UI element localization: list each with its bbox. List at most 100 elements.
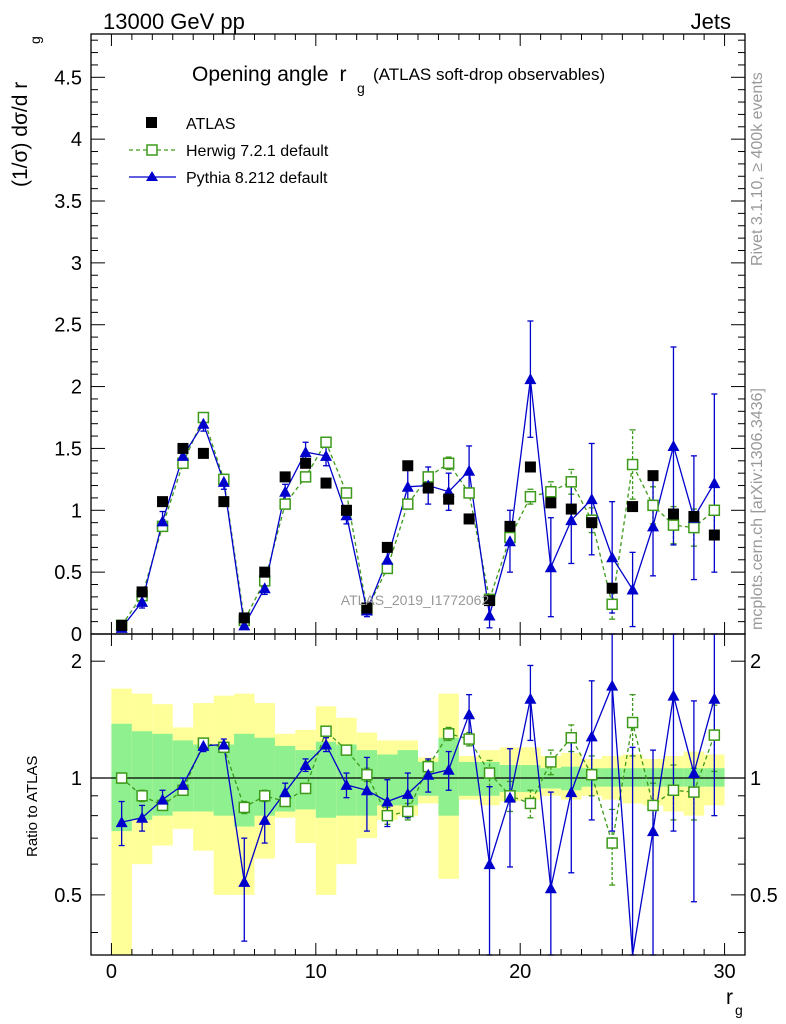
ratio-herwig-point [320, 725, 332, 737]
x-tick-label: 0 [106, 961, 117, 983]
ratio-pythia-point [197, 739, 210, 751]
ratio-pythia-point [340, 778, 353, 790]
herwig-point [606, 598, 618, 611]
ratio-pythia-point [667, 689, 680, 701]
y-tick-label: 1 [71, 500, 82, 522]
ratio-herwig-point [545, 756, 557, 768]
ratio-tick-label-left: 2 [71, 651, 82, 673]
pythia-point [647, 520, 660, 532]
pythia-point [544, 561, 557, 573]
ratio-pythia-point [463, 708, 476, 720]
ratio-panel: 0.5 0.5 1 1 2 2 [54, 633, 778, 956]
herwig-point [524, 490, 537, 503]
ratio-pythia-point [299, 759, 312, 771]
herwig-point [708, 504, 721, 517]
legend-marker-herwig [146, 144, 158, 156]
ratio-herwig-point [442, 728, 455, 740]
ratio-pythia-point [115, 816, 128, 828]
herwig-point [647, 499, 659, 512]
herwig-point [320, 436, 332, 448]
ratio-axis-title: Ratio to ATLAS [24, 756, 41, 857]
atlas-point [279, 471, 291, 483]
ratio-tick-label-right: 1 [750, 768, 761, 790]
ratio-pythia-point [217, 738, 230, 750]
ratio-pythia-point [176, 778, 189, 790]
ratio-herwig-point [258, 790, 271, 802]
mcplots-label: mcplots.cern.ch [arXiv:1306.3436] [749, 388, 766, 630]
svg-text:Opening angle r: Opening angle r [192, 63, 346, 86]
ratio-pythia-point [524, 692, 537, 704]
atlas-point [708, 529, 720, 541]
atlas-point [586, 517, 598, 529]
pythia-point [524, 373, 537, 385]
title-subscript: g [357, 80, 365, 96]
pythia-point [320, 449, 333, 461]
ratio-pythia-point [258, 813, 271, 825]
herwig-point [688, 521, 700, 534]
ratio-herwig-point [708, 729, 721, 741]
ratio-tick-label-right: 0.5 [750, 885, 778, 907]
ratio-pythia-point [544, 882, 557, 894]
pythia-point [401, 480, 414, 492]
y-tick-label: 4.5 [54, 67, 82, 89]
ratio-pythia-point [381, 795, 394, 807]
ratio-herwig-point [136, 790, 148, 802]
atlas-point [606, 582, 618, 594]
uncertainty-band-inner [172, 740, 194, 812]
atlas-point [177, 442, 189, 454]
pythia-line [121, 379, 715, 629]
ratio-herwig-point [565, 731, 578, 744]
rivet-label: Rivet 3.1.10, ≥ 400k events [749, 72, 766, 266]
legend-label-pythia: Pythia 8.212 default [186, 170, 328, 187]
atlas-point [259, 566, 271, 578]
pythia-point [483, 609, 496, 621]
atlas-point [688, 510, 700, 522]
y-axis-title: (1/σ) dσ/d r [9, 82, 32, 187]
legend-entry-herwig: Herwig 7.2.1 default [129, 143, 329, 160]
header-right-label: Jets [691, 9, 731, 34]
y-tick-label: 2.5 [54, 315, 82, 337]
uncertainty-band-inner [213, 744, 235, 816]
atlas-point [157, 496, 169, 508]
ratio-pythia-point [687, 767, 700, 779]
y-axis-label: (1/σ) dσ/d r g [9, 36, 43, 187]
legend-label-herwig: Herwig 7.2.1 default [186, 143, 329, 160]
ratio-pythia-point [585, 730, 598, 742]
pythia-point [176, 449, 189, 461]
y-tick-label: 1.5 [54, 438, 82, 460]
herwig-point [626, 458, 639, 471]
ratio-herwig-point [299, 782, 312, 795]
ratio-tick-label-right: 2 [750, 651, 761, 673]
plot-title: Opening angle r g (ATLAS soft-drop obser… [192, 63, 605, 96]
herwig-point [442, 457, 455, 470]
herwig-point [279, 498, 291, 510]
ratio-herwig-point [667, 784, 680, 797]
uncertainty-band-inner [458, 761, 480, 796]
legend: ATLAS Herwig 7.2.1 default Pythia 8.212 … [129, 116, 329, 187]
y-tick-label: 3.5 [54, 191, 82, 213]
pythia-point [197, 417, 210, 429]
atlas-point [647, 470, 659, 482]
atlas-point [361, 602, 373, 614]
atlas-point [524, 461, 536, 473]
main-panel: 0 0.5 1 1.5 2 2.5 3 3.5 4 4.5 [54, 33, 746, 646]
atlas-point [545, 497, 557, 509]
pythia-point [217, 475, 230, 487]
ratio-herwig-point [238, 801, 251, 814]
ratio-herwig-point [361, 768, 373, 781]
x-tick-label: 10 [305, 961, 327, 983]
ratio-herwig-point [115, 772, 128, 784]
ratio-pythia-point [238, 875, 251, 887]
pythia-point [299, 446, 312, 458]
atlas-point [340, 504, 352, 516]
atlas-point [422, 482, 434, 494]
pythia-point [156, 515, 169, 527]
y-tick-label: 0 [71, 624, 82, 646]
ratio-herwig-point [688, 786, 700, 798]
ratio-pythia-point [503, 791, 516, 803]
atlas-point [463, 513, 475, 525]
herwig-line [121, 415, 715, 626]
herwig-point [463, 487, 475, 499]
ratio-pythia-point [565, 786, 578, 798]
